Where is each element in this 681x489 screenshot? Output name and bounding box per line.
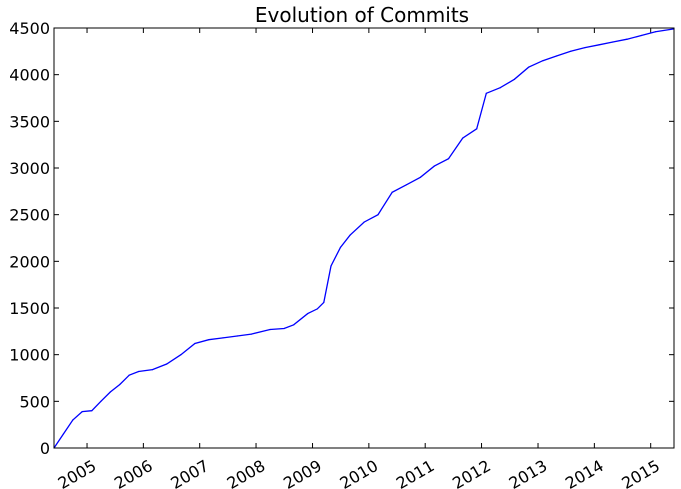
y-tick-label: 3000 <box>9 159 50 178</box>
chart-title: Evolution of Commits <box>255 3 469 27</box>
y-tick-label: 2500 <box>9 206 50 225</box>
y-tick-label: 4500 <box>9 19 50 38</box>
y-tick-label: 2000 <box>9 252 50 271</box>
commits-series-line <box>53 28 675 449</box>
x-tick-label: 2013 <box>506 456 551 489</box>
x-axis: 2005 2006 2007 2008 2009 2010 2011 2012 2013 2014… <box>55 28 663 489</box>
x-tick-label: 2009 <box>280 456 325 489</box>
x-tick-label: 2014 <box>562 456 607 489</box>
y-axis: 0 500 1000 1500 2000 2500 3000 3500 4000 4500 <box>9 19 674 458</box>
y-tick-label: 1000 <box>9 346 50 365</box>
plot-area <box>53 28 675 449</box>
x-tick-label: 2008 <box>224 456 269 489</box>
x-tick-label: 2010 <box>336 456 381 489</box>
y-tick-label: 1500 <box>9 299 50 318</box>
x-tick-label: 2015 <box>618 456 663 489</box>
x-tick-label: 2011 <box>393 456 438 489</box>
y-tick-label: 3500 <box>9 112 50 131</box>
x-tick-label: 2012 <box>449 456 494 489</box>
y-tick-label: 500 <box>19 392 50 411</box>
x-tick-label: 2005 <box>55 456 100 489</box>
x-tick-label: 2006 <box>111 456 156 489</box>
y-tick-label: 4000 <box>9 66 50 85</box>
x-tick-label: 2007 <box>167 456 212 489</box>
y-tick-label: 0 <box>40 439 50 458</box>
plot-frame <box>53 27 675 449</box>
